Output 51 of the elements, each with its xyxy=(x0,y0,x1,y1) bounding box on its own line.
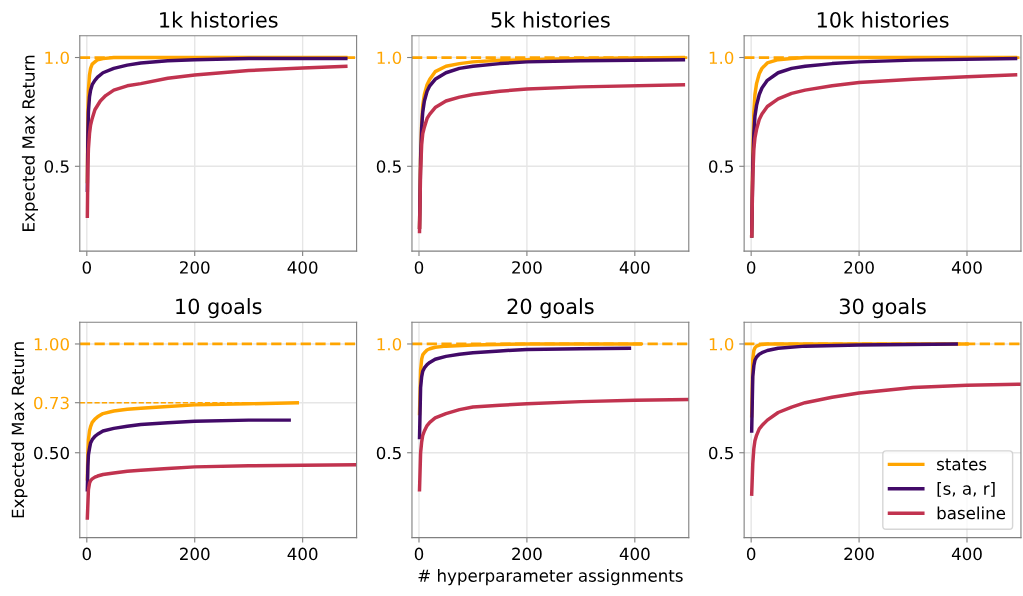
legend-label: [s, a, r] xyxy=(937,482,995,497)
line-series xyxy=(417,397,689,492)
x-tick-label: 200 xyxy=(512,261,542,274)
y-tick-label: 0.5 xyxy=(44,160,69,173)
line-series xyxy=(749,382,1021,496)
x-tick-label: 200 xyxy=(180,547,210,561)
line-series xyxy=(85,462,357,520)
x-tick-label: 400 xyxy=(287,261,318,274)
line-series xyxy=(417,346,632,440)
x-tick-label: 200 xyxy=(844,547,874,561)
line-series xyxy=(85,64,348,219)
y-axis-title: Expected Max Return xyxy=(21,55,39,231)
x-tick-label: 0 xyxy=(414,547,424,561)
y-tick-label: 0.50 xyxy=(34,446,69,460)
x-tick-label: 0 xyxy=(82,547,91,561)
x-tick-label: 0 xyxy=(746,547,756,561)
legend-label: states xyxy=(937,458,987,471)
y-tick-label: 1.0 xyxy=(377,51,402,65)
y-tick-label: 0.5 xyxy=(709,446,733,460)
line-series xyxy=(85,418,291,492)
x-tick-label: 0 xyxy=(414,261,424,274)
y-tick-label: 1.0 xyxy=(45,51,69,65)
x-tick-label: 400 xyxy=(287,547,318,561)
x-tick-label: 400 xyxy=(951,261,982,274)
y-axis-title: Expected Max Return xyxy=(11,342,28,518)
x-tick-label: 200 xyxy=(180,261,210,274)
y-tick-label: 0.73 xyxy=(34,396,69,410)
chart-title: 1k histories xyxy=(160,11,278,28)
x-tick-label: 400 xyxy=(619,547,650,561)
x-tick-label: 200 xyxy=(844,261,874,274)
y-tick-label: 0.5 xyxy=(376,446,401,460)
chart-title: 20 goals xyxy=(507,298,594,319)
y-tick-label: 0.5 xyxy=(376,160,401,173)
line-series xyxy=(417,82,686,234)
x-tick-label: 0 xyxy=(746,261,756,274)
y-tick-label: 1.0 xyxy=(709,337,734,351)
y-tick-label: 0.5 xyxy=(709,160,733,173)
x-tick-label: 200 xyxy=(512,547,542,561)
chart-title: 10k histories xyxy=(817,11,949,28)
y-tick-label: 1.0 xyxy=(709,51,734,65)
y-tick-label: 1.00 xyxy=(34,337,69,351)
x-tick-label: 400 xyxy=(619,261,650,274)
x-tick-label: 0 xyxy=(82,261,91,274)
x-axis-title: # hyperparameter assignments xyxy=(418,569,683,586)
chart-title: 5k histories xyxy=(491,11,610,28)
line-series xyxy=(749,342,958,433)
chart-title: 10 goals xyxy=(176,298,262,319)
chart-title: 30 goals xyxy=(839,298,926,319)
x-tick-label: 400 xyxy=(951,547,982,561)
legend-label: baseline xyxy=(937,506,1006,520)
y-tick-label: 1.0 xyxy=(377,337,402,351)
